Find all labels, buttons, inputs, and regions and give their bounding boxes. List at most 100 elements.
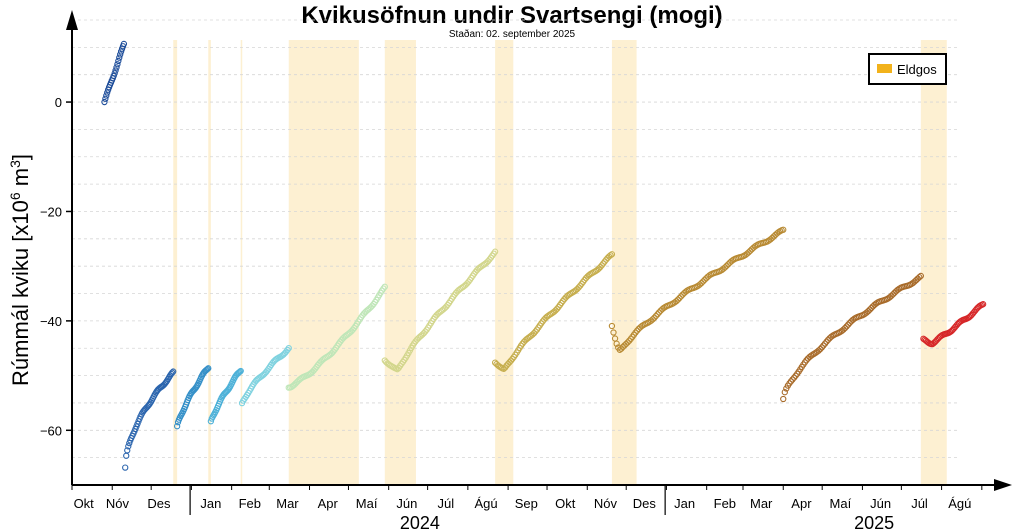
x-tick-label: Okt	[74, 496, 95, 511]
data-point	[116, 54, 123, 61]
data-point	[676, 294, 683, 302]
data-point	[823, 338, 830, 345]
y-ticks: 0 −20 −40 −60	[40, 95, 72, 438]
series-2	[122, 368, 177, 471]
data-point	[115, 57, 122, 65]
y-tick-label: −40	[40, 314, 62, 329]
data-point	[237, 367, 244, 375]
data-point	[698, 279, 705, 287]
eruption-band-6	[495, 40, 514, 485]
data-point	[655, 309, 663, 316]
x-tick-label: Nóv	[106, 496, 130, 511]
x-tick-label: Apr	[791, 496, 812, 511]
data-point	[780, 226, 787, 233]
data-point	[674, 296, 682, 303]
x-tick-label: Ágú	[948, 496, 971, 511]
x-tick-label: Nóv	[594, 496, 618, 511]
y-tick-label: −60	[40, 423, 62, 438]
data-point	[618, 345, 625, 352]
data-point	[117, 51, 124, 58]
data-point	[649, 316, 656, 323]
data-point	[626, 337, 633, 344]
data-point	[916, 274, 923, 281]
data-point	[652, 312, 660, 320]
x-tick-label: Des	[633, 496, 657, 511]
data-point	[608, 251, 616, 258]
eruption-band-7	[611, 40, 637, 485]
data-point	[622, 340, 630, 348]
data-point	[491, 248, 499, 255]
data-point	[845, 321, 852, 328]
y-tick-label: −20	[40, 204, 62, 219]
data-point	[817, 345, 824, 353]
data-point	[780, 395, 787, 403]
data-point	[111, 70, 118, 77]
data-point	[104, 89, 111, 96]
series-7	[381, 248, 499, 373]
series-3	[173, 365, 212, 430]
data-point	[866, 306, 873, 313]
x-tick-label: Okt	[555, 496, 576, 511]
data-point	[103, 92, 110, 99]
x-tick-label: Jan	[200, 496, 221, 511]
data-point	[843, 323, 850, 330]
data-point	[381, 283, 388, 290]
x-tick-label: Jún	[396, 496, 417, 511]
y-axis-label: Rúmmál kviku [x106 m3]	[7, 154, 33, 386]
eruption-bands	[173, 40, 947, 485]
data-point	[610, 329, 617, 336]
eruption-band-5	[384, 40, 416, 485]
gridlines	[72, 19, 960, 459]
data-point	[917, 272, 924, 280]
series-11	[920, 301, 987, 348]
data-point	[651, 314, 658, 321]
eruption-band-2	[208, 40, 211, 485]
data-point	[789, 376, 796, 383]
year-label: 2025	[854, 513, 894, 531]
eruption-band-3	[240, 40, 243, 485]
data-point	[124, 447, 131, 454]
series-4	[207, 367, 244, 425]
data-point	[170, 368, 177, 375]
x-tick-label: Apr	[318, 496, 339, 511]
legend-label: Eldgos	[897, 62, 937, 77]
x-tick-label: Júl	[911, 496, 928, 511]
x-tick-label: Maí	[830, 496, 852, 511]
x-tick-label: Feb	[239, 496, 261, 511]
x-tick-label: Jan	[674, 496, 695, 511]
data-point	[125, 443, 132, 450]
x-tick-label: Júl	[437, 496, 454, 511]
series-1	[101, 40, 128, 106]
data-point	[607, 252, 614, 259]
data-point	[101, 98, 108, 106]
chart-title: Kvikusöfnun undir Svartsengi (mogi)	[301, 2, 722, 29]
data-point	[633, 327, 641, 334]
data-point	[122, 464, 129, 471]
legend-swatch	[877, 64, 892, 73]
series-10	[780, 272, 924, 403]
x-tick-label: Ágú	[474, 496, 497, 511]
x-tick-label: Sep	[515, 496, 538, 511]
data-point	[979, 301, 987, 308]
data-point	[235, 369, 243, 376]
data-point	[205, 365, 212, 372]
data-point	[613, 340, 620, 347]
data-point	[204, 365, 211, 373]
x-tick-label: Mar	[750, 496, 773, 511]
x-tick-label: Jún	[870, 496, 891, 511]
data-point	[721, 264, 729, 271]
x-axis-arrow	[994, 479, 1012, 491]
data-point	[699, 278, 707, 285]
data-point	[654, 311, 661, 318]
data-point	[781, 389, 788, 396]
series-8	[491, 251, 616, 372]
data-point	[114, 61, 121, 68]
data-point	[677, 293, 685, 300]
data-point	[203, 366, 210, 373]
x-tick-label: Mar	[276, 496, 299, 511]
data-point	[117, 48, 125, 55]
series-5	[238, 344, 292, 407]
series-9	[608, 226, 787, 353]
year-label: 2024	[400, 513, 440, 531]
data-point	[608, 322, 616, 330]
